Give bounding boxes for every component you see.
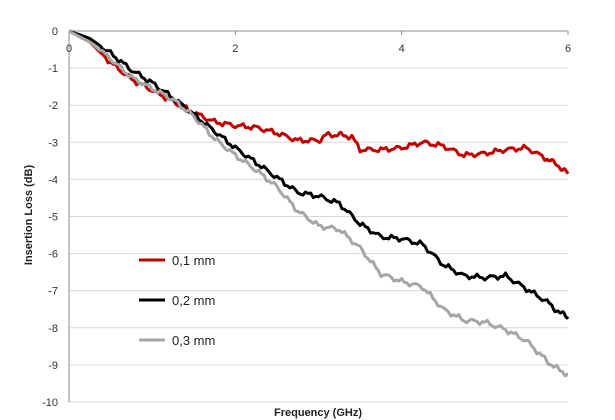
y-tick-label: -3 — [48, 137, 58, 149]
series-line-2 — [68, 29, 570, 320]
y-tick-label: -10 — [42, 397, 58, 409]
x-tick-label: 0 — [66, 43, 72, 55]
y-axis-title: Insertion Loss (dB) — [23, 165, 35, 266]
x-tick-label: 4 — [399, 43, 405, 55]
y-tick-label: -5 — [48, 212, 58, 224]
series-layer — [68, 29, 570, 378]
series-line-1 — [68, 29, 570, 175]
x-axis-title: Frequency (GHz) — [274, 407, 362, 419]
legend: 0,1 mm 0,2 mm 0,3 mm — [139, 253, 215, 348]
legend-label-3: 0,3 mm — [172, 333, 215, 348]
y-tick-label: -8 — [48, 323, 58, 335]
series-line-3 — [68, 29, 569, 378]
y-tick-label: -9 — [48, 360, 58, 372]
y-tick-label: 0 — [52, 26, 58, 38]
x-tick-label: 2 — [232, 43, 238, 55]
y-tick-label: -7 — [48, 286, 58, 298]
y-tick-label: -6 — [48, 249, 58, 261]
y-tick-label: -4 — [48, 174, 58, 186]
legend-label-1: 0,1 mm — [172, 253, 215, 268]
x-tick-label: 6 — [565, 43, 571, 55]
y-tick-label: -1 — [48, 63, 58, 75]
axis-layer: 0 -1 -2 -3 -4 -5 -6 -7 -8 -9 -10 0 2 4 6 — [42, 26, 571, 409]
legend-label-2: 0,2 mm — [172, 293, 215, 308]
y-tick-label: -2 — [48, 100, 58, 112]
grid-layer — [69, 67, 568, 403]
